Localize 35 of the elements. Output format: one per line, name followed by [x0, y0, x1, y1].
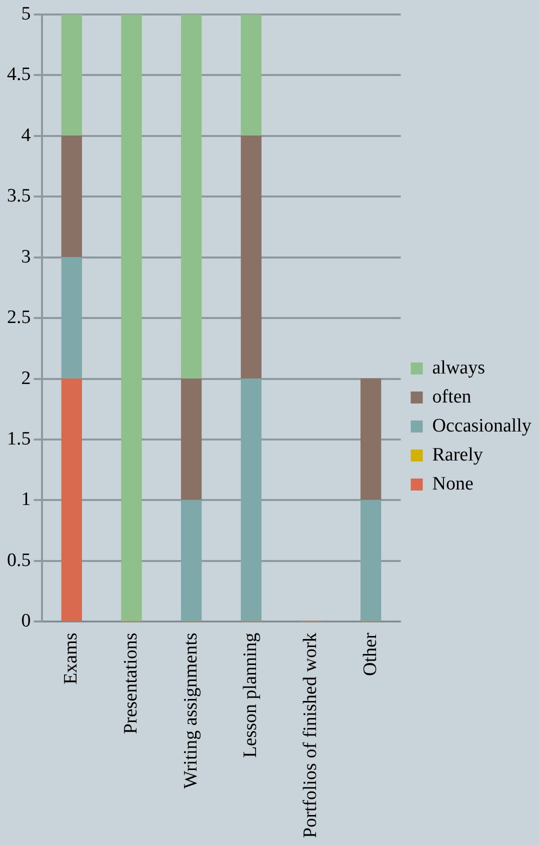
y-tick-label: 2.5 [7, 307, 31, 328]
legend-label: always [432, 357, 486, 378]
x-tick-label: Presentations [120, 632, 142, 734]
legend-label: often [432, 386, 472, 408]
legend-label: Rarely [432, 444, 484, 466]
x-tick-label: Portfolios of finished work [300, 632, 321, 838]
bar [240, 378, 262, 622]
y-tick-label: 4.5 [7, 64, 31, 86]
bar [181, 378, 202, 501]
bar [181, 14, 202, 380]
y-tick-label: 5 [21, 3, 31, 24]
bar [61, 136, 82, 258]
x-tick-label: Lesson planning [240, 632, 262, 758]
y-tick-label: 0.5 [7, 550, 31, 571]
y-tick-label: 3.5 [7, 186, 31, 207]
bar [121, 14, 142, 622]
bar [240, 14, 262, 136]
bar [181, 500, 202, 622]
bar [61, 256, 82, 380]
y-tick-label: 2 [21, 368, 31, 389]
y-tick-label: 4 [21, 124, 32, 146]
legend-label: Occasionally [432, 415, 532, 436]
y-tick-label: 3 [21, 246, 31, 268]
x-tick-label: Writing assignments [180, 632, 202, 789]
y-tick-label: 1 [21, 489, 31, 510]
y-tick-label: 0 [21, 610, 31, 632]
bar [240, 136, 262, 380]
bar [360, 500, 382, 622]
legend-label: None [432, 473, 474, 494]
x-tick-label: Exams [60, 632, 82, 684]
bar [61, 14, 82, 136]
y-tick-label: 1.5 [7, 428, 31, 450]
bar [360, 378, 382, 501]
x-tick-label: Other [360, 632, 381, 676]
bar [61, 378, 82, 622]
